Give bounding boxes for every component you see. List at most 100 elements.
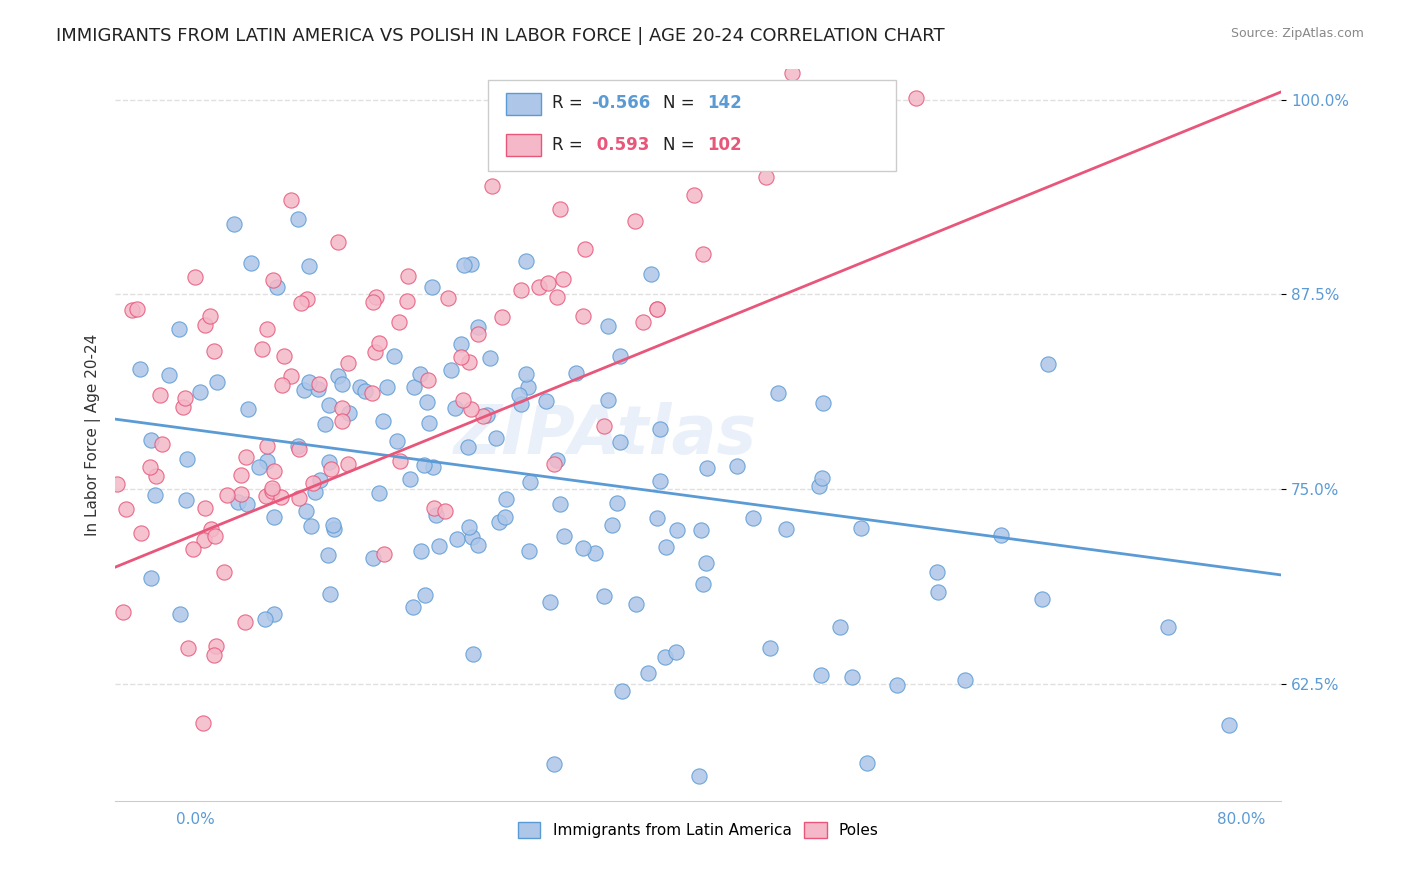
Point (385, 434, 408, 448)
Point (650, 422, 672, 436)
Point (828, 620, 851, 634)
Point (256, 439, 278, 453)
Point (543, 457, 565, 471)
Point (692, 247, 714, 261)
Text: R =: R = (553, 136, 588, 153)
Point (451, 392, 474, 407)
Point (354, 384, 377, 398)
Point (515, 367, 537, 381)
Point (696, 461, 718, 475)
Point (193, 533, 215, 547)
Point (200, 309, 222, 323)
Point (458, 520, 481, 534)
Point (139, 433, 162, 447)
Point (131, 526, 153, 541)
Point (927, 585, 949, 599)
Point (318, 549, 340, 563)
Point (361, 386, 384, 401)
Point (396, 268, 419, 283)
Point (517, 380, 540, 394)
Point (173, 391, 195, 405)
Point (174, 493, 197, 508)
Point (307, 382, 329, 396)
Point (413, 588, 436, 602)
Point (453, 259, 475, 273)
Text: R =: R = (553, 94, 588, 112)
Point (555, 85, 578, 99)
Point (368, 335, 391, 350)
Point (571, 121, 593, 136)
Point (288, 491, 311, 506)
Point (427, 540, 450, 554)
Point (214, 566, 236, 580)
Point (855, 756, 877, 770)
Point (637, 666, 659, 681)
Point (235, 615, 257, 629)
Point (605, 495, 627, 509)
Point (811, 471, 834, 485)
Point (193, 716, 215, 731)
Point (1218, 718, 1240, 732)
Point (546, 453, 568, 467)
Point (596, 392, 619, 407)
Point (811, 396, 834, 410)
Point (546, 290, 568, 304)
Point (292, 383, 315, 397)
Point (509, 397, 531, 411)
Point (184, 269, 207, 284)
Point (550, 87, 572, 102)
Point (194, 501, 217, 516)
Point (461, 647, 484, 661)
Point (1036, 357, 1059, 371)
Point (780, 65, 803, 79)
Point (222, 217, 245, 231)
Legend: Immigrants from Latin America, Poles: Immigrants from Latin America, Poles (512, 816, 884, 845)
Point (373, 414, 395, 428)
Point (457, 440, 479, 454)
Point (571, 310, 593, 324)
Point (666, 523, 689, 537)
Point (330, 414, 353, 428)
Point (139, 460, 162, 475)
FancyBboxPatch shape (506, 93, 541, 115)
Point (689, 523, 711, 537)
Point (271, 377, 294, 392)
Point (624, 597, 647, 611)
Point (775, 522, 797, 536)
Point (491, 310, 513, 325)
Point (330, 401, 353, 415)
Point (273, 350, 295, 364)
Point (388, 315, 411, 329)
Text: 0.0%: 0.0% (176, 812, 215, 827)
Point (418, 373, 440, 387)
Point (256, 322, 278, 336)
Point (150, 437, 173, 451)
Point (422, 460, 444, 475)
Point (624, 214, 647, 228)
Point (337, 406, 360, 420)
Point (263, 509, 285, 524)
Point (121, 303, 143, 318)
Point (231, 487, 253, 501)
Point (631, 315, 654, 329)
Point (287, 211, 309, 226)
Point (363, 551, 385, 566)
Point (145, 469, 167, 483)
Point (665, 645, 688, 659)
Point (290, 295, 312, 310)
Point (460, 257, 482, 271)
Point (564, 367, 586, 381)
FancyBboxPatch shape (506, 135, 541, 156)
Point (849, 521, 872, 535)
FancyBboxPatch shape (488, 79, 897, 171)
Point (551, 271, 574, 285)
Point (446, 532, 468, 546)
Point (280, 369, 302, 384)
Point (759, 641, 782, 656)
Point (105, 476, 128, 491)
Text: 102: 102 (707, 136, 742, 153)
Point (534, 394, 557, 409)
Point (645, 302, 668, 317)
Text: ZIPAtlas: ZIPAtlas (453, 401, 756, 467)
Point (336, 457, 359, 471)
